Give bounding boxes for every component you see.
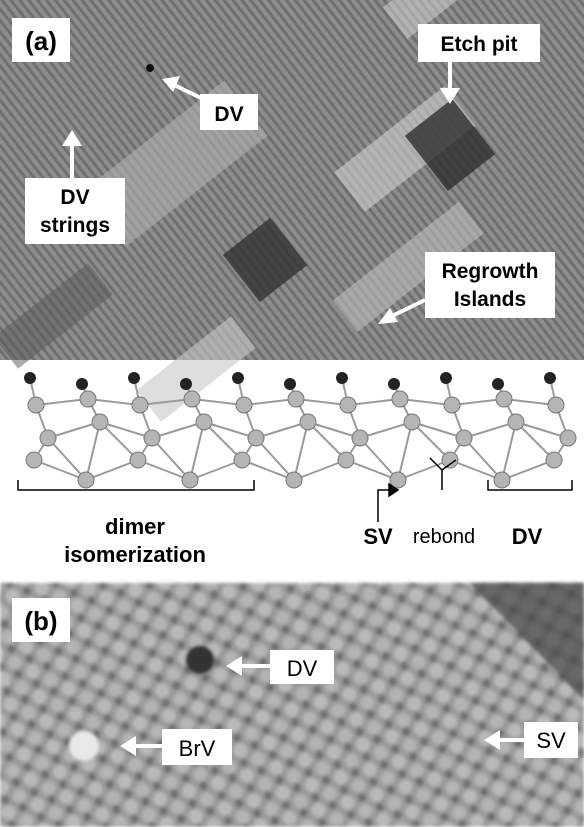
hydrogen-atom <box>180 378 192 390</box>
atom <box>546 452 562 468</box>
hydrogen-atom <box>24 372 36 384</box>
shape <box>146 64 154 72</box>
annotation: rebond <box>413 526 475 548</box>
bond <box>190 422 204 480</box>
shape: isomerization <box>64 542 206 567</box>
atom <box>78 472 94 488</box>
shape: Etch pit <box>441 33 518 56</box>
atom <box>560 430 576 446</box>
atom <box>92 414 108 430</box>
hydrogen-atom <box>128 372 140 384</box>
model-annotations <box>18 458 572 522</box>
annotation: DV <box>214 103 243 126</box>
hydrogen-atom <box>284 378 296 390</box>
atom <box>338 452 354 468</box>
atom <box>80 391 96 407</box>
annotation: DV <box>287 656 318 681</box>
hydrogen-atom <box>440 372 452 384</box>
atom <box>286 472 302 488</box>
annotation: SV <box>363 524 393 549</box>
atom <box>196 414 212 430</box>
atom <box>130 452 146 468</box>
atom <box>184 391 200 407</box>
atom <box>26 452 42 468</box>
stm-image-b <box>0 583 584 827</box>
atom <box>300 414 316 430</box>
atom <box>508 414 524 430</box>
figure: (a) Etch pit DV DV strings Regrowth Island… <box>0 0 584 827</box>
atom <box>236 397 252 413</box>
atom <box>340 397 356 413</box>
bond <box>294 422 308 480</box>
hydrogen-atom <box>544 372 556 384</box>
shape <box>186 646 214 674</box>
bond <box>398 422 412 480</box>
atom <box>182 472 198 488</box>
bond <box>86 422 100 480</box>
shape <box>69 731 99 761</box>
atom <box>28 397 44 413</box>
atom <box>444 397 460 413</box>
panel-label: (a) <box>25 26 57 56</box>
atom <box>144 430 160 446</box>
atom <box>392 391 408 407</box>
atom <box>456 430 472 446</box>
shape <box>18 480 254 490</box>
panel-b: (b) DV BrV SV <box>0 583 584 827</box>
hydrogen-atom <box>492 378 504 390</box>
shape: strings <box>40 214 110 237</box>
annotation: BrV <box>179 736 216 761</box>
atom <box>248 430 264 446</box>
atom <box>288 391 304 407</box>
atom <box>132 397 148 413</box>
hydrogen-atom <box>336 372 348 384</box>
annotation: dimer isomerization <box>64 514 206 567</box>
atom <box>548 397 564 413</box>
shape: Regrowth <box>442 260 539 283</box>
atom <box>40 430 56 446</box>
panel-label: (b) <box>24 606 57 636</box>
atom <box>234 452 250 468</box>
hydrogen-atom <box>232 372 244 384</box>
annotation: DV <box>512 524 543 549</box>
panel-a: (a) Etch pit DV DV strings Regrowth Island… <box>0 0 584 510</box>
atom <box>494 472 510 488</box>
atomic-model <box>24 372 576 488</box>
annotation: Etch pit <box>441 33 518 56</box>
shape: DV <box>214 103 243 126</box>
shape: Islands <box>454 288 526 311</box>
hydrogen-atom <box>76 378 88 390</box>
atom <box>496 391 512 407</box>
hydrogen-atom <box>388 378 400 390</box>
shape: DV <box>60 186 89 209</box>
bond <box>502 422 516 480</box>
annotation: SV <box>536 728 566 753</box>
atom <box>404 414 420 430</box>
atom <box>352 430 368 446</box>
shape: dimer <box>105 514 165 539</box>
